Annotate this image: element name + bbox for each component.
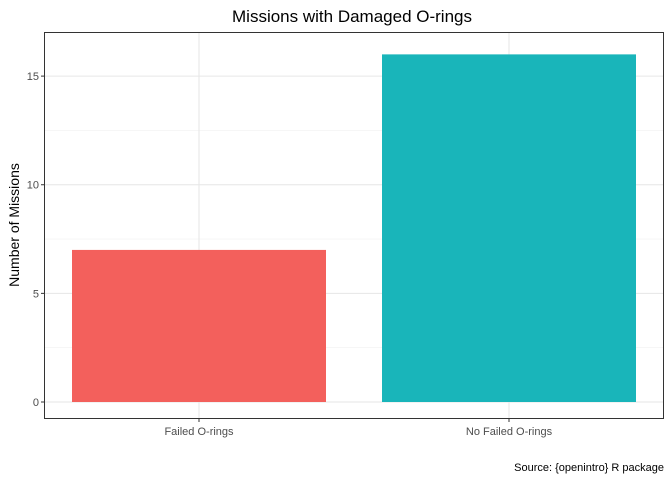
chart-caption: Source: {openintro} R package [514,462,664,474]
x-tick-label: Failed O-rings [164,426,234,438]
bar-failed-o-rings [72,249,326,402]
y-tick-label: 5 [33,288,39,300]
x-axis: Failed O-rings No Failed O-rings [164,419,553,438]
y-axis-label: Number of Missions [6,163,22,287]
y-tick-label: 0 [33,397,39,409]
panel-border [44,32,664,419]
x-tick-label: No Failed O-rings [466,426,553,438]
y-tick-label: 10 [27,180,39,192]
y-tick-label: 15 [27,71,39,83]
chart-title: Missions with Damaged O-rings [232,7,472,26]
bars [72,54,636,402]
y-axis: 0 5 10 15 [27,71,44,409]
bar-no-failed-o-rings [382,54,636,402]
